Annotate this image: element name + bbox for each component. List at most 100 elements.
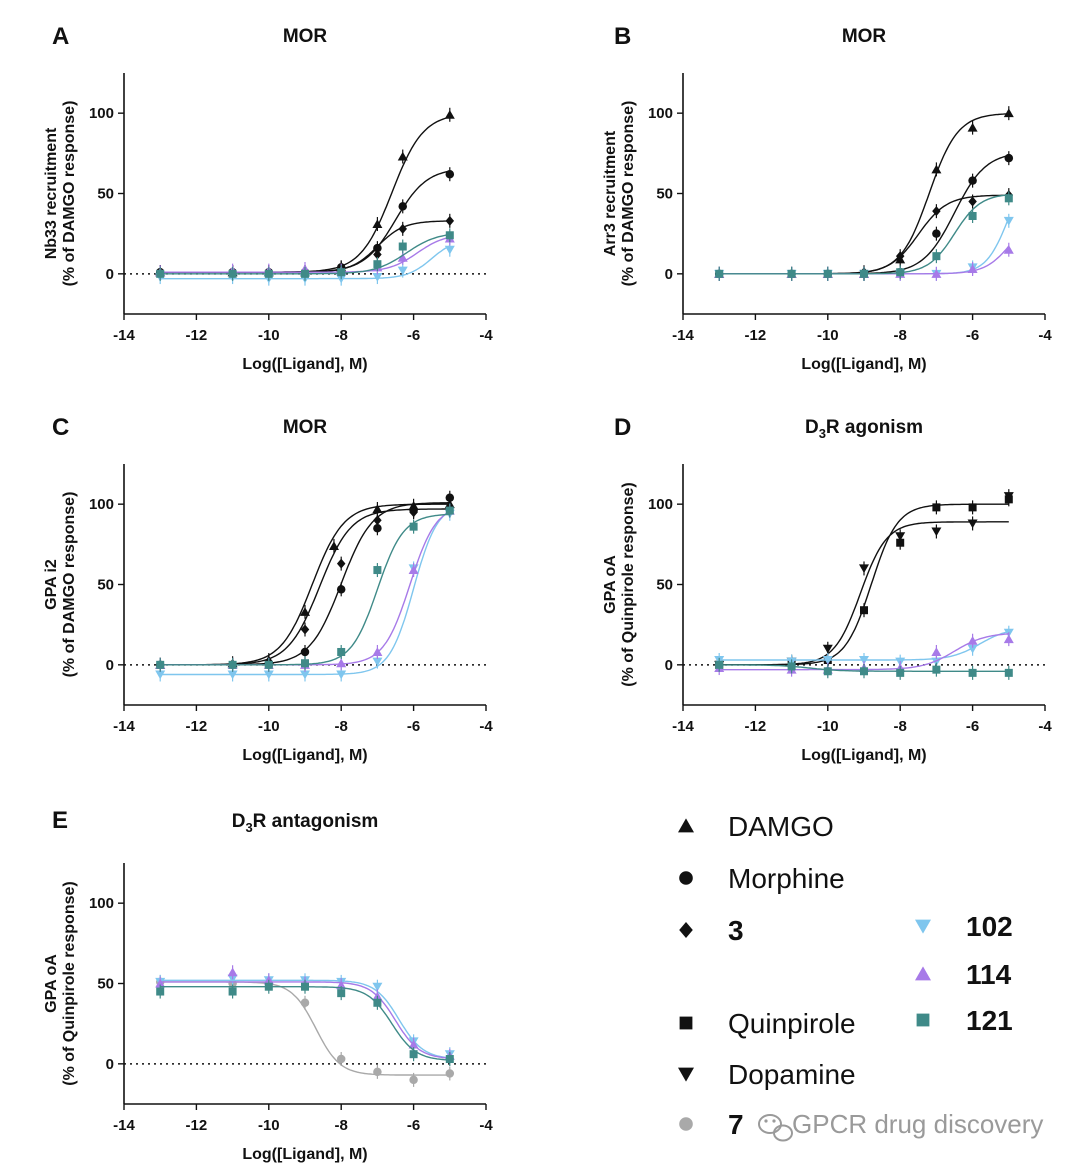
- panels: A MOR -14 -12 -10 -8 -6 -4 0 50 100 Log([Ligand], M…: [43, 23, 1052, 1163]
- data-point: [932, 206, 941, 217]
- data-point: [227, 670, 238, 680]
- chart-panel-c: C MOR -14 -12 -10 -8 -6 -4 0 50 100 Log([Ligand], M…: [43, 414, 493, 764]
- data-point: [896, 668, 905, 677]
- data-point: [373, 249, 382, 260]
- legend-item-7: 7: [679, 1109, 744, 1140]
- legend-label: 102: [966, 911, 1013, 942]
- data-point: [932, 229, 941, 238]
- data-point: [155, 978, 166, 988]
- fit-curve: [719, 194, 1009, 275]
- x-tick-label: -6: [966, 718, 979, 735]
- series-morphine: [155, 490, 455, 672]
- x-tick-label: -12: [745, 327, 767, 344]
- data-point: [372, 504, 383, 513]
- y-axis-label-units: (% of Quinpirole response): [61, 881, 78, 1085]
- data-point: [1003, 634, 1014, 644]
- legend-item-102: 102: [915, 911, 1013, 942]
- chart-panel-b: B MOR -14 -12 -10 -8 -6 -4 0 50 100 Log([Ligand], M…: [602, 23, 1052, 373]
- data-point: [967, 264, 978, 274]
- data-point: [967, 519, 978, 529]
- data-point: [409, 507, 418, 518]
- data-point: [967, 635, 978, 645]
- x-tick-label: -10: [258, 327, 280, 344]
- x-axis-label: Log([Ligand], M): [242, 1146, 367, 1163]
- data-point: [445, 493, 455, 502]
- panel-title-main: MOR: [283, 417, 328, 438]
- y-tick-label: 0: [106, 266, 114, 283]
- data-point: [336, 558, 346, 569]
- data-point: [1003, 492, 1014, 501]
- data-point: [300, 647, 310, 657]
- legend-marker-square: [916, 1013, 930, 1027]
- data-point: [931, 527, 942, 537]
- y-tick-label: 100: [89, 895, 114, 912]
- y-tick-label: 100: [89, 105, 114, 122]
- y-axis-label-units: (% of DAMGO response): [61, 101, 78, 287]
- data-point: [1003, 108, 1014, 118]
- panel-title-main: MOR: [842, 26, 887, 47]
- legend-label: 3: [728, 915, 744, 946]
- x-tick-label: -12: [186, 718, 208, 735]
- data-point: [300, 624, 310, 635]
- legend-item-morphine: Morphine: [679, 863, 845, 894]
- panel-title-main: D: [805, 417, 819, 438]
- series-morphine: [714, 151, 1014, 281]
- series-damgo: [714, 106, 1014, 281]
- fit-curve: [719, 194, 1009, 275]
- x-tick-label: -14: [113, 327, 135, 344]
- x-tick-label: -4: [1038, 327, 1052, 344]
- series-121: [156, 979, 454, 1067]
- panel-letter: B: [614, 23, 631, 50]
- panel-title-rest: R antagonism: [253, 811, 379, 832]
- x-tick-label: -8: [894, 327, 907, 344]
- data-point: [372, 982, 383, 992]
- y-tick-label: 50: [97, 577, 114, 594]
- x-tick-label: -14: [672, 327, 694, 344]
- x-tick-label: -4: [479, 327, 493, 344]
- data-point: [445, 231, 454, 240]
- legend-item-114: 114: [915, 959, 1012, 990]
- panel-title-main: MOR: [283, 26, 328, 47]
- data-point: [156, 660, 165, 669]
- data-point: [155, 670, 166, 680]
- legend-label: 121: [966, 1005, 1013, 1036]
- x-tick-label: -14: [113, 718, 135, 735]
- data-point: [373, 998, 382, 1007]
- x-tick-label: -12: [186, 327, 208, 344]
- data-point: [895, 532, 906, 542]
- series-121: [156, 228, 454, 281]
- x-tick-label: -10: [258, 1117, 280, 1134]
- data-point: [227, 967, 238, 977]
- legend-marker-triangle-down: [915, 919, 931, 934]
- y-tick-label: 0: [665, 266, 673, 283]
- panel-letter: C: [52, 414, 69, 441]
- data-point: [300, 998, 310, 1008]
- data-point: [264, 660, 273, 669]
- data-point: [932, 503, 941, 512]
- data-point: [372, 219, 383, 229]
- data-point: [336, 658, 347, 668]
- data-point: [968, 176, 977, 185]
- legend-marker-circle: [679, 871, 693, 885]
- y-axis-label: GPA i2: [43, 559, 60, 610]
- panel-title-rest: R agonism: [826, 417, 923, 438]
- data-point: [397, 253, 408, 262]
- y-tick-label: 100: [648, 105, 673, 122]
- data-point: [968, 196, 977, 207]
- legend-marker-diamond: [679, 922, 693, 938]
- panel-letter: D: [614, 414, 631, 441]
- x-tick-label: -12: [745, 718, 767, 735]
- x-tick-label: -4: [1038, 718, 1052, 735]
- data-point: [409, 1075, 418, 1085]
- legend-marker-triangle-up: [915, 966, 931, 981]
- data-point: [373, 566, 382, 575]
- panel-title-subscript: 3: [819, 426, 826, 441]
- data-point: [337, 989, 346, 998]
- legend-label: Morphine: [728, 863, 845, 894]
- y-tick-label: 0: [106, 1056, 114, 1073]
- x-tick-label: -12: [186, 1117, 208, 1134]
- data-point: [373, 1067, 382, 1077]
- series-121: [715, 657, 1013, 680]
- data-point: [408, 1039, 419, 1049]
